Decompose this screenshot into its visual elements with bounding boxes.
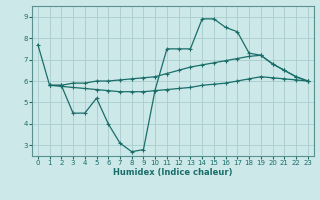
X-axis label: Humidex (Indice chaleur): Humidex (Indice chaleur) (113, 168, 233, 177)
